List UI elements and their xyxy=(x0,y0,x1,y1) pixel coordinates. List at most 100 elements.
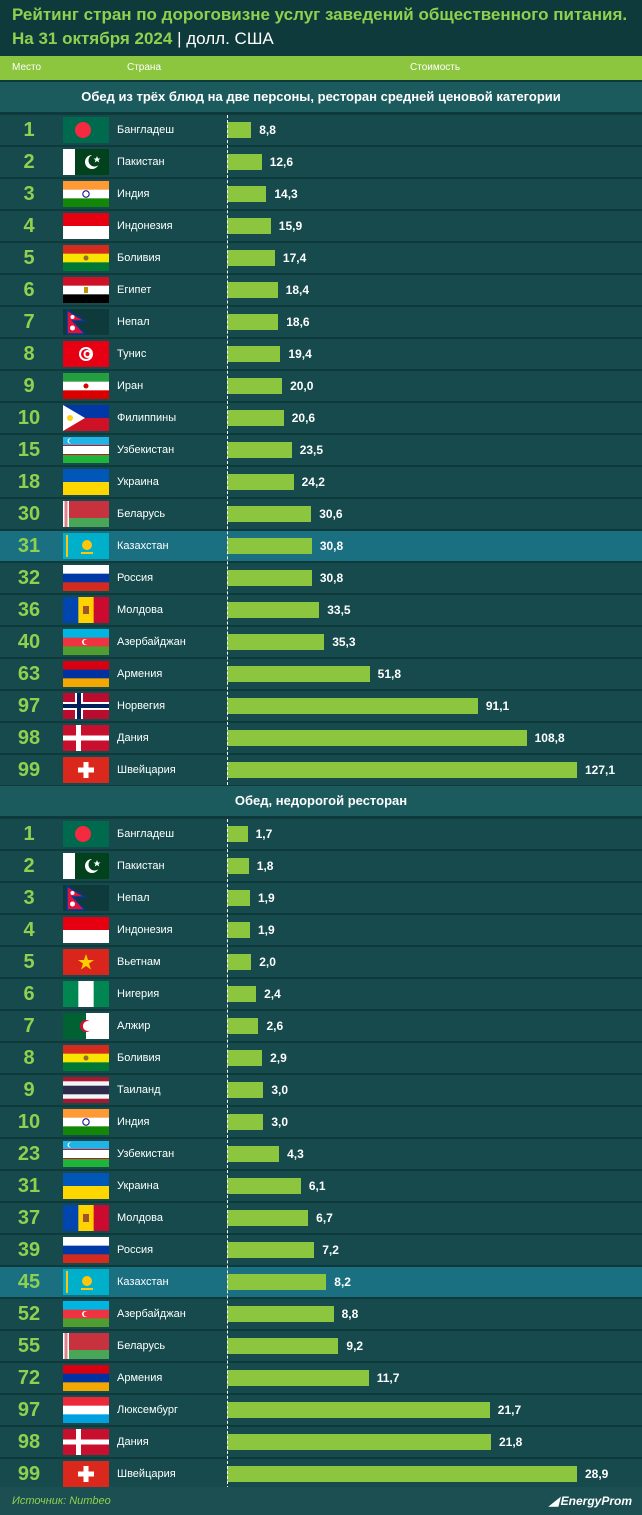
country-name: Египет xyxy=(117,284,152,296)
table-row: 2 Пакистан 12,6 xyxy=(0,147,642,177)
table-row: 18 Украина 24,2 xyxy=(0,467,642,497)
uzbekistan-flag xyxy=(63,437,109,463)
data-label: 21,7 xyxy=(497,1403,522,1417)
bar xyxy=(227,890,250,906)
rank-label: 1 xyxy=(23,119,35,141)
rank-label: 98 xyxy=(17,1431,41,1453)
philippines-flag xyxy=(63,405,109,431)
data-label: 21,8 xyxy=(499,1435,523,1449)
country-name: Узбекистан xyxy=(117,1148,175,1160)
rank-label: 99 xyxy=(17,1463,41,1485)
table-row: 31 Украина 6,1 xyxy=(0,1171,642,1201)
column-header-cost: Стоимость xyxy=(410,62,461,73)
country-name: Иран xyxy=(117,380,144,392)
unit-label: долл. США xyxy=(186,29,274,48)
country-name: Азербайджан xyxy=(117,636,186,648)
country-name: Казахстан xyxy=(117,1276,169,1288)
table-row: 37 Молдова 6,7 xyxy=(0,1203,642,1233)
algeria-flag xyxy=(63,1013,109,1039)
bar xyxy=(227,730,527,746)
table-row: 6 Египет 18,4 xyxy=(0,275,642,305)
table-row: 72 Армения 11,7 xyxy=(0,1363,642,1393)
table-row: 2 Пакистан 1,8 xyxy=(0,851,642,881)
bar xyxy=(227,410,284,426)
bar xyxy=(227,1434,491,1450)
bar xyxy=(227,1050,263,1066)
uzbekistan-flag xyxy=(63,1141,109,1167)
bar xyxy=(227,314,279,330)
data-label: 2,0 xyxy=(259,955,276,969)
data-label: 18,6 xyxy=(286,315,310,329)
logo-mark-icon: ◢ xyxy=(549,1494,559,1508)
rank-label: 9 xyxy=(23,375,35,397)
source-note: Источник: Numbeo xyxy=(12,1495,111,1507)
pakistan-flag xyxy=(63,149,109,175)
data-label: 30,6 xyxy=(319,507,343,521)
table-row: 99 Швейцария 28,9 xyxy=(0,1459,642,1489)
country-name: Дания xyxy=(117,1436,149,1448)
country-name: Филиппины xyxy=(117,412,177,424)
bar xyxy=(227,1178,301,1194)
rank-label: 9 xyxy=(23,1079,35,1101)
table-row: 8 Боливия 2,9 xyxy=(0,1043,642,1073)
chart-subtitle: На 31 октября 2024 | долл. США xyxy=(12,29,274,49)
data-label: 20,0 xyxy=(290,379,314,393)
table-row: 98 Дания 21,8 xyxy=(0,1427,642,1457)
table-row: 8 Тунис 19,4 xyxy=(0,339,642,369)
table-row: 4 Индонезия 15,9 xyxy=(0,211,642,241)
data-label: 6,1 xyxy=(308,1179,326,1193)
data-label: 6,7 xyxy=(316,1211,333,1225)
bar xyxy=(227,346,281,362)
table-row: 1 Бангладеш 1,7 xyxy=(0,819,642,849)
switzerland-flag xyxy=(63,757,109,783)
bar xyxy=(227,442,292,458)
bar xyxy=(227,1146,280,1162)
rank-label: 45 xyxy=(17,1271,41,1293)
azerbaijan-flag xyxy=(63,1301,109,1327)
country-name: Непал xyxy=(117,316,150,328)
bar xyxy=(227,506,312,522)
table-row: 63 Армения 51,8 xyxy=(0,659,642,689)
bar xyxy=(227,1274,327,1290)
rank-label: 10 xyxy=(17,1111,41,1133)
bar xyxy=(227,698,478,714)
rank-label: 18 xyxy=(17,471,41,493)
country-name: Беларусь xyxy=(117,1340,166,1352)
rank-label: 37 xyxy=(17,1207,41,1229)
country-name: Бангладеш xyxy=(117,124,175,136)
rank-label: 3 xyxy=(23,183,35,205)
country-name: Молдова xyxy=(117,604,163,616)
kazakhstan-flag xyxy=(63,533,109,559)
ukraine-flag xyxy=(63,1173,109,1199)
data-label: 11,7 xyxy=(376,1371,400,1385)
country-name: Азербайджан xyxy=(117,1308,186,1320)
india-flag xyxy=(63,1109,109,1135)
country-name: Украина xyxy=(117,1180,159,1192)
data-label: 2,9 xyxy=(270,1051,287,1065)
table-row: 3 Индия 14,3 xyxy=(0,179,642,209)
rank-label: 5 xyxy=(23,247,35,269)
country-name: Дания xyxy=(117,732,149,744)
country-name: Индия xyxy=(117,188,150,200)
country-name: Боливия xyxy=(117,252,161,264)
data-label: 8,8 xyxy=(341,1307,359,1321)
table-row: 97 Норвегия 91,1 xyxy=(0,691,642,721)
rank-label: 40 xyxy=(17,631,41,653)
date-label: На 31 октября 2024 xyxy=(12,29,173,48)
table-row: 15 Узбекистан 23,5 xyxy=(0,435,642,465)
title-separator: | xyxy=(177,29,182,48)
rank-label: 36 xyxy=(17,599,41,621)
table-row: 55 Беларусь 9,2 xyxy=(0,1331,642,1361)
belarus-flag xyxy=(63,501,109,527)
data-label: 3,0 xyxy=(271,1115,289,1129)
country-name: Швейцария xyxy=(117,1468,176,1480)
data-label: 1,8 xyxy=(256,859,274,873)
bangladesh-flag xyxy=(63,821,109,847)
rank-label: 3 xyxy=(23,887,35,909)
country-name: Россия xyxy=(117,572,154,584)
bar xyxy=(227,378,283,394)
rank-label: 98 xyxy=(17,727,41,749)
data-label: 35,3 xyxy=(332,635,356,649)
table-row: 45 Казахстан 8,2 xyxy=(0,1267,642,1297)
table-row: 3 Непал 1,9 xyxy=(0,883,642,913)
